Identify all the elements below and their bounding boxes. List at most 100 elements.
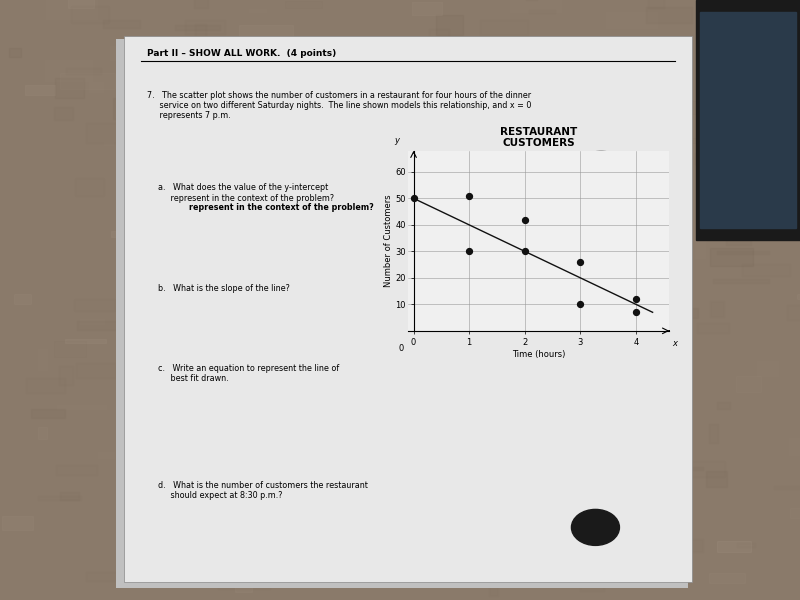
Bar [386,299,398,304]
Bar [731,106,745,112]
Bar [444,278,464,282]
Bar [128,380,148,400]
Bar [174,25,220,30]
Bar [697,323,730,333]
Bar [106,497,159,514]
Bar [789,438,800,455]
Bar [736,376,761,392]
Bar [538,131,584,149]
Text: 0: 0 [398,344,404,353]
Bar [700,12,796,228]
Bar [777,15,800,34]
Bar [744,97,798,101]
Bar [413,41,448,56]
Bar [416,76,450,89]
Bar [602,541,624,546]
Bar [586,510,606,523]
Bar [282,229,294,250]
Bar [113,98,124,119]
Bar [448,527,474,530]
Bar [321,366,346,380]
Bar [757,361,778,376]
Bar [145,231,174,250]
Bar [690,101,729,114]
Bar [790,508,800,518]
Bar [636,433,666,437]
Bar [402,247,434,254]
Bar [794,420,800,430]
Bar [674,135,685,139]
Bar [170,572,210,581]
Bar [486,326,529,346]
Bar [405,214,414,233]
Bar [412,2,442,14]
Bar [50,0,74,6]
Bar [666,287,674,296]
Bar [38,427,46,439]
Bar [726,229,751,245]
Bar [710,301,723,317]
Circle shape [594,156,608,167]
Bar [597,240,651,250]
Bar [779,0,790,2]
Bar [696,0,800,240]
Bar [341,312,357,329]
Bar [98,452,114,458]
Text: b.   What is the slope of the line?: b. What is the slope of the line? [158,284,290,293]
Bar [380,350,394,370]
Bar [631,502,654,509]
Bar [68,0,94,8]
Text: y: y [394,136,399,145]
Bar [595,73,624,77]
Bar [389,352,434,355]
Bar [713,279,769,283]
Bar [164,356,217,373]
Bar [671,461,726,477]
Bar [285,1,322,8]
Bar [606,13,658,28]
Bar [707,219,758,239]
Bar [527,488,538,502]
Text: represent in the context of the problem?: represent in the context of the problem? [190,203,374,212]
Bar [74,299,115,311]
Bar [378,486,408,496]
Bar [222,49,232,54]
Bar [219,467,246,471]
Bar [194,523,231,531]
Bar [323,554,343,561]
Bar [327,260,357,269]
Bar [618,511,674,521]
Bar [129,256,170,271]
Bar [452,550,497,560]
Bar [216,258,232,276]
Bar [575,442,631,463]
Bar [57,405,106,409]
Bar [427,218,471,235]
Bar [282,404,298,417]
Bar [385,565,401,575]
Bar [202,593,243,597]
Bar [316,530,340,536]
Bar [49,418,95,434]
Text: 7.   The scatter plot shows the number of customers in a restaurant for four hou: 7. The scatter plot shows the number of … [146,91,531,121]
Bar [263,215,282,220]
Bar [232,486,285,503]
Bar [318,533,342,545]
Bar [417,88,446,107]
Bar [732,358,741,378]
Bar [453,295,493,314]
Bar [735,111,744,126]
Bar [186,20,225,34]
Bar [430,29,449,46]
Bar [318,206,366,227]
Bar [395,246,444,256]
Bar [71,7,110,23]
Bar [658,389,682,393]
Bar [137,186,190,199]
Bar [468,74,486,79]
Point [407,194,420,203]
Bar [104,142,114,145]
Bar [658,268,673,287]
Bar [535,232,561,251]
Bar [431,397,469,413]
